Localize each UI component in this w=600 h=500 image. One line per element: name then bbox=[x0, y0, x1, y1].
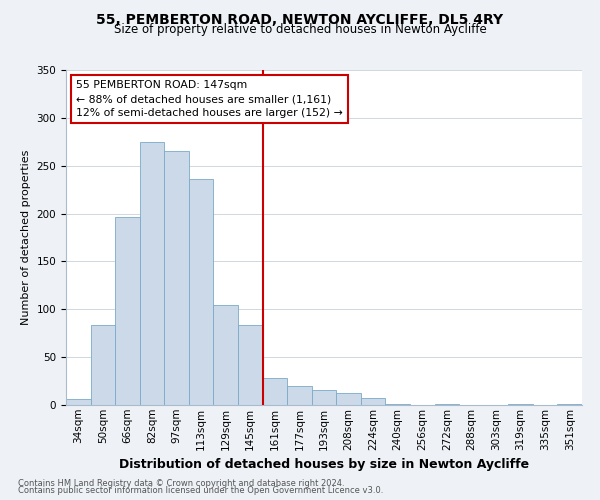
Bar bbox=[66, 400, 91, 405]
Bar bbox=[238, 324, 263, 405]
Text: 55 PEMBERTON ROAD: 147sqm
← 88% of detached houses are smaller (1,161)
12% of se: 55 PEMBERTON ROAD: 147sqm ← 88% of detac… bbox=[76, 80, 343, 118]
Bar bbox=[312, 390, 336, 405]
Bar bbox=[263, 378, 287, 405]
Bar bbox=[508, 404, 533, 405]
Bar bbox=[164, 152, 189, 405]
Bar bbox=[91, 324, 115, 405]
Bar bbox=[189, 179, 214, 405]
Bar bbox=[385, 404, 410, 405]
Y-axis label: Number of detached properties: Number of detached properties bbox=[21, 150, 31, 325]
Bar bbox=[214, 306, 238, 405]
Bar bbox=[287, 386, 312, 405]
Bar bbox=[336, 392, 361, 405]
Text: Contains HM Land Registry data © Crown copyright and database right 2024.: Contains HM Land Registry data © Crown c… bbox=[18, 478, 344, 488]
Bar bbox=[434, 404, 459, 405]
Bar bbox=[140, 142, 164, 405]
Bar bbox=[557, 404, 582, 405]
Text: 55, PEMBERTON ROAD, NEWTON AYCLIFFE, DL5 4RY: 55, PEMBERTON ROAD, NEWTON AYCLIFFE, DL5… bbox=[97, 12, 503, 26]
Text: Contains public sector information licensed under the Open Government Licence v3: Contains public sector information licen… bbox=[18, 486, 383, 495]
Bar bbox=[361, 398, 385, 405]
Text: Size of property relative to detached houses in Newton Aycliffe: Size of property relative to detached ho… bbox=[113, 22, 487, 36]
X-axis label: Distribution of detached houses by size in Newton Aycliffe: Distribution of detached houses by size … bbox=[119, 458, 529, 471]
Bar bbox=[115, 218, 140, 405]
